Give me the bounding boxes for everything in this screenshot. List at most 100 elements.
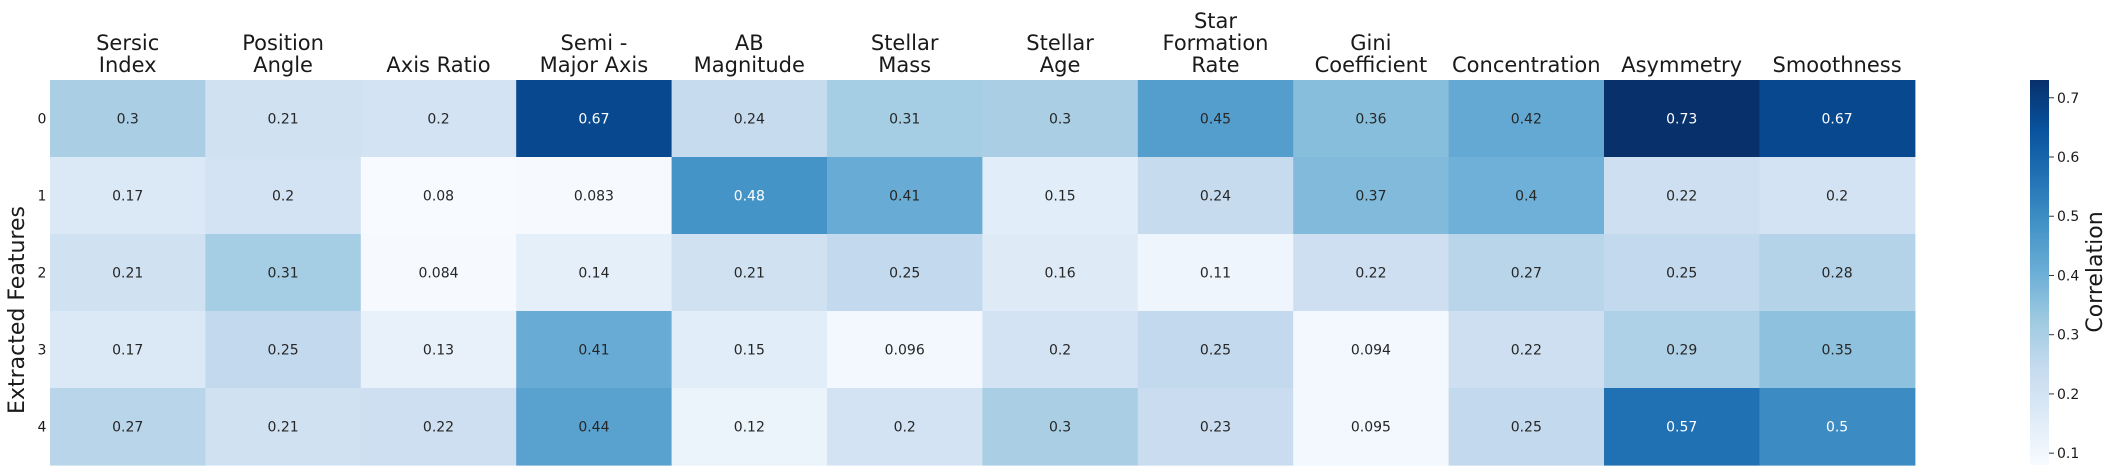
heatmap-cell: [1448, 80, 1605, 158]
heatmap-cell: [516, 388, 673, 466]
heatmap-cell: [1448, 157, 1605, 235]
cell-value-label: 0.3: [117, 112, 139, 128]
heatmap-cell: [1604, 388, 1760, 466]
heatmap-cell: [1759, 388, 1916, 466]
row-label: 4: [38, 420, 47, 436]
cell-value-label: 0.29: [1666, 343, 1697, 359]
colorbar-tick-label: 0.1: [2057, 446, 2079, 462]
cell-value-label: 0.25: [1200, 343, 1231, 359]
colorbar-tick-label: 0.7: [2057, 91, 2079, 107]
heatmap-cell: [360, 157, 517, 235]
colorbar-label: Correlation: [2083, 211, 2108, 332]
cell-value-label: 0.45: [1200, 112, 1231, 128]
cell-value-label: 0.2: [272, 189, 294, 205]
heatmap-cell: [516, 234, 673, 312]
cell-value-label: 0.48: [734, 189, 765, 205]
cell-value-label: 0.16: [1045, 266, 1076, 282]
heatmap-cell: [1448, 311, 1605, 389]
heatmap-cell: [982, 80, 1139, 158]
heatmap-cell: [1448, 234, 1605, 312]
heatmap-cell: [671, 234, 828, 312]
heatmap-cell: [671, 157, 828, 235]
colorbar-tick-label: 0.5: [2057, 209, 2079, 225]
heatmap-cell: [1293, 388, 1450, 466]
heatmap-cell: [982, 234, 1139, 312]
cell-value-label: 0.22: [423, 420, 454, 436]
cell-value-label: 0.13: [423, 343, 454, 359]
heatmap-cell: [1759, 157, 1916, 235]
heatmap-cell: [50, 311, 206, 389]
row-labels: 0 1 2 3 4: [38, 112, 47, 436]
heatmap-cell: [1604, 157, 1760, 235]
heatmap-cell: [1293, 157, 1450, 235]
heatmap-cell: [671, 388, 828, 466]
heatmap-cell: [50, 388, 206, 466]
cell-value-label: 0.41: [889, 189, 920, 205]
cell-value-label: 0.2: [1049, 343, 1071, 359]
cell-value-label: 0.25: [889, 266, 920, 282]
heatmap-cell: [671, 80, 828, 158]
heatmap-cell: [1293, 80, 1450, 158]
heatmap-cell: [516, 157, 673, 235]
cell-value-label: 0.35: [1822, 343, 1853, 359]
cell-value-label: 0.27: [112, 420, 143, 436]
column-label: Axis Ratio: [386, 53, 490, 77]
cell-value-label: 0.12: [734, 420, 765, 436]
heatmap-cell: [827, 157, 983, 235]
cell-value-label: 0.3: [1049, 112, 1071, 128]
cell-value-label: 0.21: [268, 420, 299, 436]
cell-value-label: 0.3: [1049, 420, 1071, 436]
heatmap-cell: [516, 80, 673, 158]
cell-value-label: 0.096: [885, 343, 925, 359]
heatmap-cell: [982, 311, 1139, 389]
heatmap-cell: [205, 157, 362, 235]
heatmap-cell: [1604, 311, 1760, 389]
cell-value-label: 0.42: [1511, 112, 1542, 128]
cell-value-label: 0.25: [268, 343, 299, 359]
heatmap-cell: [205, 80, 362, 158]
heatmap-cell: [1137, 388, 1294, 466]
row-label: 3: [38, 343, 47, 359]
cell-value-label: 0.25: [1511, 420, 1542, 436]
heatmap-cell: [1293, 311, 1450, 389]
column-labels: Sersic Index Position Angle Axis Ratio Semi -…: [96, 9, 1902, 77]
heatmap-cell: [205, 311, 362, 389]
heatmap-cell: [827, 80, 983, 158]
cell-value-label: 0.11: [1200, 266, 1231, 282]
cell-value-label: 0.24: [1200, 189, 1231, 205]
heatmap-cell: [205, 234, 362, 312]
heatmap-cells: 0.3 0.21 0.2 0.67 0.24 0.31 0.3 0.45 0.36 0.42 0.7…: [50, 80, 1916, 466]
cell-value-label: 0.21: [734, 266, 765, 282]
cell-value-label: 0.2: [894, 420, 916, 436]
y-axis-label: Extracted Features: [5, 206, 30, 414]
heatmap-cell: [1137, 157, 1294, 235]
cell-value-label: 0.28: [1822, 266, 1853, 282]
colorbar-ticks: 0.1 0.2 0.3 0.4 0.5 0.6 0.7: [2049, 91, 2079, 462]
column-label: AB Magnitude: [694, 31, 805, 77]
cell-value-label: 0.2: [1826, 189, 1848, 205]
heatmap-cell: [360, 234, 517, 312]
column-label: Smoothness: [1773, 53, 1902, 77]
row-label: 1: [38, 189, 47, 205]
cell-value-label: 0.57: [1666, 420, 1697, 436]
column-label: Star Formation Rate: [1163, 9, 1269, 77]
cell-value-label: 0.22: [1511, 343, 1542, 359]
cell-value-label: 0.31: [889, 112, 920, 128]
colorbar-tick-label: 0.2: [2057, 387, 2079, 403]
heatmap-cell: [827, 311, 983, 389]
colorbar: [2030, 80, 2049, 465]
cell-value-label: 0.44: [578, 420, 609, 436]
heatmap-cell: [1604, 80, 1760, 158]
column-label: Stellar Age: [1026, 31, 1094, 77]
row-label: 0: [38, 112, 47, 128]
heatmap-cell: [50, 234, 206, 312]
heatmap-cell: [1759, 311, 1916, 389]
heatmap-cell: [360, 388, 517, 466]
heatmap-cell: [671, 311, 828, 389]
heatmap-cell: [1293, 234, 1450, 312]
cell-value-label: 0.095: [1351, 420, 1391, 436]
cell-value-label: 0.4: [1515, 189, 1537, 205]
cell-value-label: 0.36: [1355, 112, 1386, 128]
cell-value-label: 0.5: [1826, 420, 1848, 436]
heatmap-cell: [827, 388, 983, 466]
